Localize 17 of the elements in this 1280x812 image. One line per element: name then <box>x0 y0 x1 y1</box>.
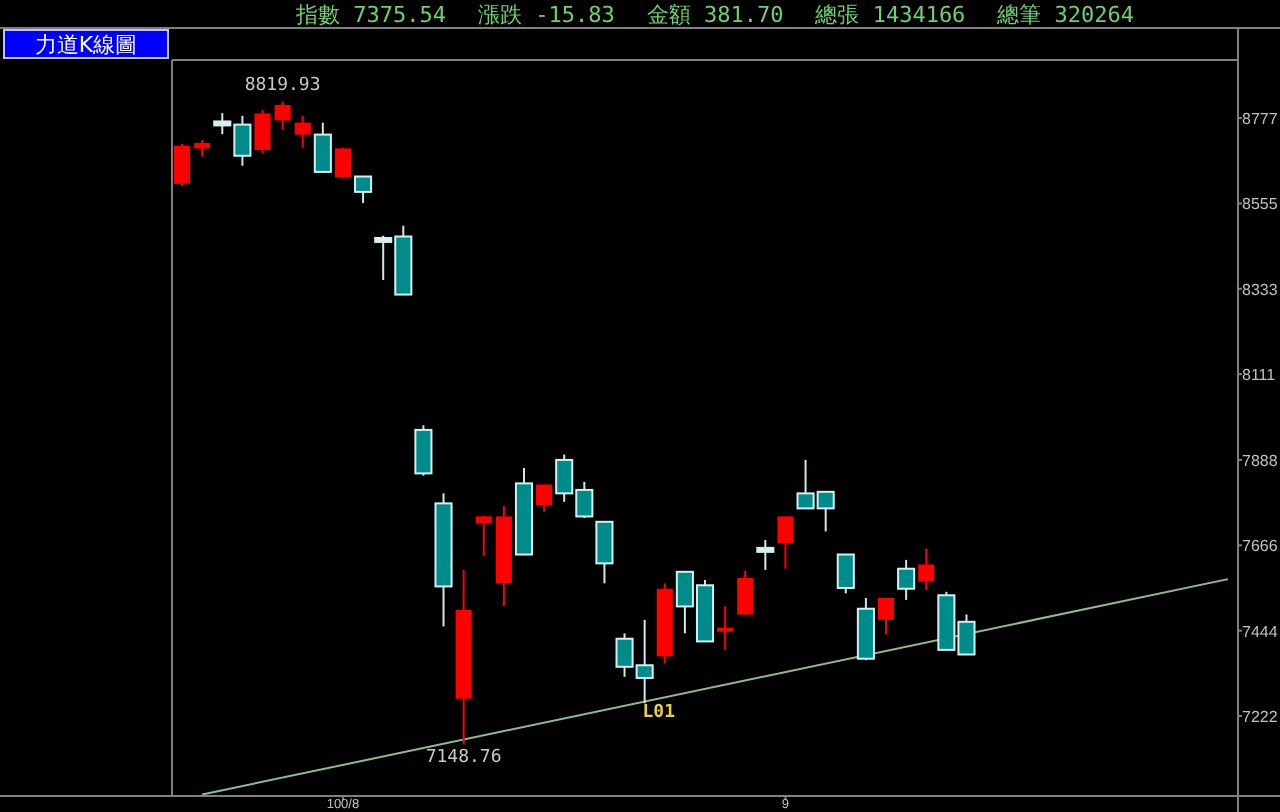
y-tick-label: 7666 <box>1242 537 1279 556</box>
y-tick-label: 8555 <box>1242 195 1279 214</box>
y-tick-label: 8111 <box>1242 366 1277 385</box>
text: 總筆 320264 <box>995 2 1135 28</box>
y-tick-label: 8777 <box>1242 110 1279 129</box>
y-tick-label: 7222 <box>1242 708 1279 727</box>
text: 指數 7375.54 <box>294 2 447 28</box>
text: 漲跌 -15.83 <box>477 2 615 28</box>
annotation: 8819.93 <box>244 75 321 96</box>
annotation: L01 <box>642 703 676 724</box>
annotation: 7148.76 <box>425 748 502 769</box>
y-tick-label: 8333 <box>1242 280 1279 299</box>
y-tick-label: 7888 <box>1242 451 1279 470</box>
y-tick-label: 7444 <box>1242 622 1279 641</box>
text: 金額 381.70 <box>646 2 784 28</box>
chart-title: 力道K線圖 <box>34 32 138 58</box>
text: 總張 1434166 <box>813 2 966 28</box>
